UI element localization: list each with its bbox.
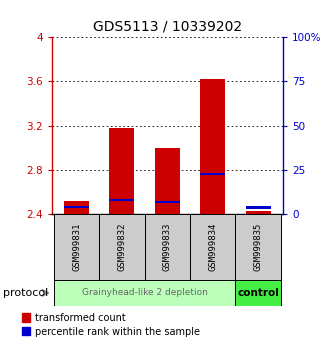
Bar <box>99 214 145 280</box>
Bar <box>246 211 271 214</box>
Bar <box>110 128 135 214</box>
Bar <box>235 214 281 280</box>
Text: protocol: protocol <box>3 288 49 298</box>
Bar <box>54 280 235 306</box>
Text: Grainyhead-like 2 depletion: Grainyhead-like 2 depletion <box>82 289 207 297</box>
Bar <box>190 214 235 280</box>
Bar <box>64 201 89 214</box>
Bar <box>246 206 271 209</box>
Legend: transformed count, percentile rank within the sample: transformed count, percentile rank withi… <box>22 313 200 337</box>
Text: GSM999835: GSM999835 <box>254 223 263 271</box>
Bar <box>64 206 89 208</box>
Bar <box>235 280 281 306</box>
Text: GSM999834: GSM999834 <box>208 223 217 271</box>
Bar <box>200 79 225 214</box>
Bar <box>155 201 180 204</box>
Bar <box>155 148 180 214</box>
Bar <box>110 199 135 201</box>
Text: GSM999833: GSM999833 <box>163 223 172 271</box>
Title: GDS5113 / 10339202: GDS5113 / 10339202 <box>93 19 242 33</box>
Text: control: control <box>237 288 279 298</box>
Bar <box>54 214 99 280</box>
Text: GSM999832: GSM999832 <box>118 223 127 271</box>
Text: GSM999831: GSM999831 <box>72 223 81 271</box>
Bar <box>200 173 225 175</box>
Bar <box>145 214 190 280</box>
